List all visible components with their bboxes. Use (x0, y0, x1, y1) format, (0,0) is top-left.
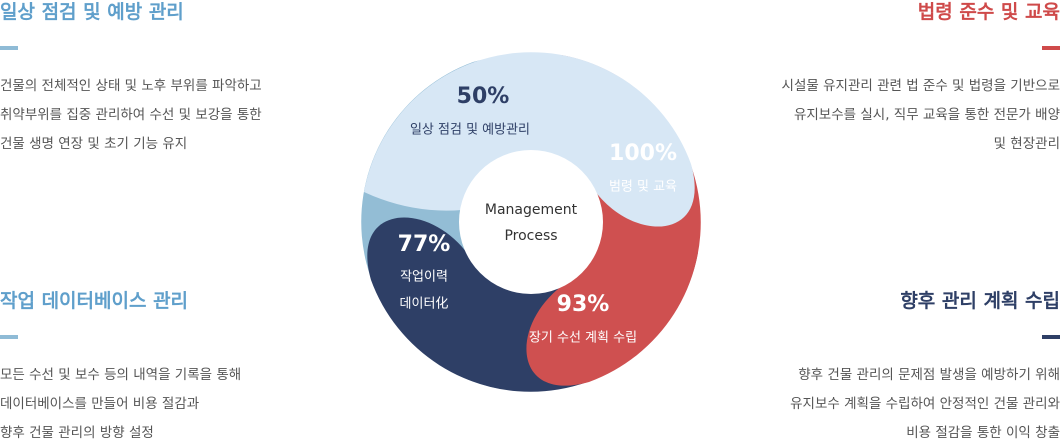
section-title: 향후 관리 계획 수립 (900, 290, 1060, 312)
section: 향후 관리 계획 수립 향후 건물 관리의 문제점 발생을 예방하기 위해 유지… (730, 289, 1060, 448)
section-desc: 시설물 유지관리 관련 법 준수 및 법령을 기반으로 유지보수를 실시, 직무… (730, 72, 1060, 159)
desc-line: 향후 건물 관리의 문제점 발생을 예방하기 위해 (798, 367, 1060, 383)
petal-label: 장기 수선 계획 수립 (529, 331, 637, 346)
section: 일상 점검 및 예방 관리 건물의 전체적인 상태 및 노후 부위를 파악하고 … (0, 0, 330, 159)
accent-bar (0, 46, 18, 50)
petal-label: 작업이력 (400, 270, 448, 285)
section: 작업 데이터베이스 관리 모든 수선 및 보수 등의 내역을 기록을 통해 데이… (0, 289, 330, 448)
desc-line: 및 현장관리 (993, 136, 1060, 152)
desc-line: 모든 수선 및 보수 등의 내역을 기록을 통해 (0, 367, 242, 383)
section-desc: 모든 수선 및 보수 등의 내역을 기록을 통해 데이터베이스를 만들어 비용 … (0, 361, 330, 448)
section-desc: 향후 건물 관리의 문제점 발생을 예방하기 위해 유지보수 계획을 수립하여 … (730, 361, 1060, 448)
desc-line: 시설물 유지관리 관련 법 준수 및 법령을 기반으로 (781, 78, 1060, 94)
desc-line: 건물의 전체적인 상태 및 노후 부위를 파악하고 (0, 78, 262, 94)
desc-line: 데이터베이스를 만들어 비용 절감과 (0, 396, 200, 412)
petal-label: 범령 및 교육 (609, 180, 677, 195)
accent-bar (1042, 335, 1060, 339)
section-title: 작업 데이터베이스 관리 (0, 290, 189, 312)
section: 법령 준수 및 교육 시설물 유지관리 관련 법 준수 및 법령을 기반으로 유… (730, 0, 1060, 159)
petal-label: 데이터化 (400, 297, 449, 312)
petal-percent: 77% (398, 232, 451, 257)
petal-label: 일상 점검 및 예방관리 (410, 123, 530, 138)
desc-line: 향후 건물 관리의 방향 설정 (0, 425, 154, 441)
section-title: 일상 점검 및 예방 관리 (0, 1, 184, 23)
petal-percent: 50% (457, 84, 510, 109)
petal-percent: 93% (557, 292, 610, 317)
section-desc: 건물의 전체적인 상태 및 노후 부위를 파악하고 취약부위를 집중 관리하여 … (0, 72, 330, 159)
desc-line: 유지보수를 실시, 직무 교육을 통한 전문가 배양 (793, 107, 1060, 123)
accent-bar (1042, 46, 1060, 50)
desc-line: 건물 생명 연장 및 초기 기능 유지 (0, 136, 188, 152)
center-text: Management (485, 202, 578, 218)
center-circle (459, 150, 603, 294)
petal-percent: 100% (609, 141, 677, 166)
desc-line: 비용 절감을 통한 이익 창출 (906, 425, 1060, 441)
desc-line: 취약부위를 집중 관리하여 수선 및 보강을 통한 (0, 107, 262, 123)
section-title: 법령 준수 및 교육 (917, 1, 1060, 23)
center-text: Process (504, 228, 557, 244)
accent-bar (0, 335, 18, 339)
desc-line: 유지보수 계획을 수립하여 안정적인 건물 관리와 (790, 396, 1060, 412)
petal (364, 52, 695, 227)
